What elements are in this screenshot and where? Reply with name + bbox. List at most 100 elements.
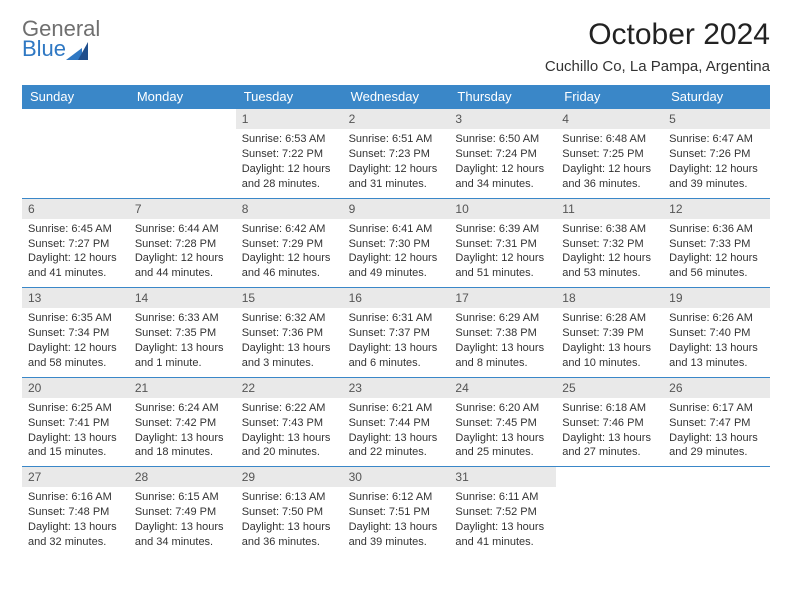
daylight-label: Daylight: 13 hours and 22 minutes. [349, 431, 444, 461]
sunrise-label: Sunrise: 6:12 AM [349, 490, 444, 505]
day-number: 16 [343, 288, 450, 308]
daylight-label: Daylight: 13 hours and 25 minutes. [455, 431, 550, 461]
daylight-label: Daylight: 13 hours and 41 minutes. [455, 520, 550, 550]
daylight-label: Daylight: 13 hours and 3 minutes. [242, 341, 337, 371]
sunset-label: Sunset: 7:39 PM [562, 326, 657, 341]
logo: General Blue [22, 18, 100, 60]
day-number: 17 [449, 288, 556, 308]
weeks-container: ..1Sunrise: 6:53 AMSunset: 7:22 PMDaylig… [22, 109, 770, 556]
sunrise-label: Sunrise: 6:32 AM [242, 311, 337, 326]
daylight-label: Daylight: 12 hours and 51 minutes. [455, 251, 550, 281]
day-number: 31 [449, 467, 556, 487]
daylight-label: Daylight: 12 hours and 46 minutes. [242, 251, 337, 281]
sunset-label: Sunset: 7:34 PM [28, 326, 123, 341]
day-cell: 31 Sunrise: 6:11 AMSunset: 7:52 PMDayligh… [449, 467, 556, 556]
sunset-label: Sunset: 7:52 PM [455, 505, 550, 520]
sunset-label: Sunset: 7:31 PM [455, 237, 550, 252]
daylight-label: Daylight: 13 hours and 13 minutes. [669, 341, 764, 371]
day-cell: 18Sunrise: 6:28 AMSunset: 7:39 PMDayligh… [556, 288, 663, 377]
day-number: 22 [236, 378, 343, 398]
daylight-label: Daylight: 12 hours and 36 minutes. [562, 162, 657, 192]
day-number: 23 [343, 378, 450, 398]
sunset-label: Sunset: 7:29 PM [242, 237, 337, 252]
sunset-label: Sunset: 7:38 PM [455, 326, 550, 341]
sunset-label: Sunset: 7:28 PM [135, 237, 230, 252]
day-cell: 1Sunrise: 6:53 AMSunset: 7:22 PMDaylight… [236, 109, 343, 198]
day-cell: 7 Sunrise: 6:44 AMSunset: 7:28 PMDaylight… [129, 199, 236, 288]
sunrise-label: Sunrise: 6:45 AM [28, 222, 123, 237]
sunrise-label: Sunrise: 6:24 AM [135, 401, 230, 416]
day-cell: 6Sunrise: 6:45 AMSunset: 7:27 PMDaylight… [22, 199, 129, 288]
day-cell: 23Sunrise: 6:21 AMSunset: 7:44 PMDayligh… [343, 378, 450, 467]
day-number: 1 [236, 109, 343, 129]
daylight-label: Daylight: 13 hours and 10 minutes. [562, 341, 657, 371]
sunset-label: Sunset: 7:46 PM [562, 416, 657, 431]
daylight-label: Daylight: 13 hours and 18 minutes. [135, 431, 230, 461]
logo-part2: Blue [22, 38, 66, 60]
daylight-label: Daylight: 12 hours and 31 minutes. [349, 162, 444, 192]
week-row: ..1Sunrise: 6:53 AMSunset: 7:22 PMDaylig… [22, 109, 770, 199]
day-cell: . [663, 467, 770, 556]
sunrise-label: Sunrise: 6:11 AM [455, 490, 550, 505]
sunrise-label: Sunrise: 6:25 AM [28, 401, 123, 416]
sunrise-label: Sunrise: 6:29 AM [455, 311, 550, 326]
weekday-header-cell: Thursday [449, 85, 556, 109]
day-number: 14 [129, 288, 236, 308]
daylight-label: Daylight: 13 hours and 32 minutes. [28, 520, 123, 550]
sunrise-label: Sunrise: 6:31 AM [349, 311, 444, 326]
sunrise-label: Sunrise: 6:38 AM [562, 222, 657, 237]
daylight-label: Daylight: 13 hours and 1 minute. [135, 341, 230, 371]
day-cell: 21Sunrise: 6:24 AMSunset: 7:42 PMDayligh… [129, 378, 236, 467]
sunset-label: Sunset: 7:23 PM [349, 147, 444, 162]
weekday-header: SundayMondayTuesdayWednesdayThursdayFrid… [22, 85, 770, 109]
day-cell: 29Sunrise: 6:13 AMSunset: 7:50 PMDayligh… [236, 467, 343, 556]
daylight-label: Daylight: 13 hours and 39 minutes. [349, 520, 444, 550]
sunset-label: Sunset: 7:49 PM [135, 505, 230, 520]
day-number: 21 [129, 378, 236, 398]
sunrise-label: Sunrise: 6:44 AM [135, 222, 230, 237]
day-number: 7 [129, 199, 236, 219]
sunrise-label: Sunrise: 6:18 AM [562, 401, 657, 416]
sunset-label: Sunset: 7:43 PM [242, 416, 337, 431]
day-cell: 27Sunrise: 6:16 AMSunset: 7:48 PMDayligh… [22, 467, 129, 556]
daylight-label: Daylight: 13 hours and 8 minutes. [455, 341, 550, 371]
day-cell: 19Sunrise: 6:26 AMSunset: 7:40 PMDayligh… [663, 288, 770, 377]
day-number: 11 [556, 199, 663, 219]
day-cell: 3Sunrise: 6:50 AMSunset: 7:24 PMDaylight… [449, 109, 556, 198]
day-number: 25 [556, 378, 663, 398]
weekday-header-cell: Wednesday [343, 85, 450, 109]
week-row: 27Sunrise: 6:16 AMSunset: 7:48 PMDayligh… [22, 467, 770, 556]
sunset-label: Sunset: 7:37 PM [349, 326, 444, 341]
day-cell: 14Sunrise: 6:33 AMSunset: 7:35 PMDayligh… [129, 288, 236, 377]
logo-triangle-dark-icon [78, 42, 88, 60]
daylight-label: Daylight: 12 hours and 58 minutes. [28, 341, 123, 371]
sunrise-label: Sunrise: 6:35 AM [28, 311, 123, 326]
day-cell: 22Sunrise: 6:22 AMSunset: 7:43 PMDayligh… [236, 378, 343, 467]
sunrise-label: Sunrise: 6:20 AM [455, 401, 550, 416]
sunrise-label: Sunrise: 6:50 AM [455, 132, 550, 147]
day-number: 30 [343, 467, 450, 487]
day-cell: 11 Sunrise: 6:38 AMSunset: 7:32 PMDayligh… [556, 199, 663, 288]
sunset-label: Sunset: 7:51 PM [349, 505, 444, 520]
day-cell: . [129, 109, 236, 198]
day-cell: . [22, 109, 129, 198]
sunrise-label: Sunrise: 6:15 AM [135, 490, 230, 505]
day-number: 9 [343, 199, 450, 219]
sunset-label: Sunset: 7:48 PM [28, 505, 123, 520]
weekday-header-cell: Tuesday [236, 85, 343, 109]
day-number: 13 [22, 288, 129, 308]
day-cell: 30 Sunrise: 6:12 AMSunset: 7:51 PMDayligh… [343, 467, 450, 556]
sunset-label: Sunset: 7:33 PM [669, 237, 764, 252]
sunset-label: Sunset: 7:30 PM [349, 237, 444, 252]
sunset-label: Sunset: 7:22 PM [242, 147, 337, 162]
sunset-label: Sunset: 7:32 PM [562, 237, 657, 252]
day-number: 24 [449, 378, 556, 398]
daylight-label: Daylight: 12 hours and 44 minutes. [135, 251, 230, 281]
daylight-label: Daylight: 13 hours and 20 minutes. [242, 431, 337, 461]
daylight-label: Daylight: 12 hours and 53 minutes. [562, 251, 657, 281]
sunrise-label: Sunrise: 6:13 AM [242, 490, 337, 505]
day-number: 18 [556, 288, 663, 308]
sunrise-label: Sunrise: 6:17 AM [669, 401, 764, 416]
day-cell: 24Sunrise: 6:20 AMSunset: 7:45 PMDayligh… [449, 378, 556, 467]
day-number: 27 [22, 467, 129, 487]
